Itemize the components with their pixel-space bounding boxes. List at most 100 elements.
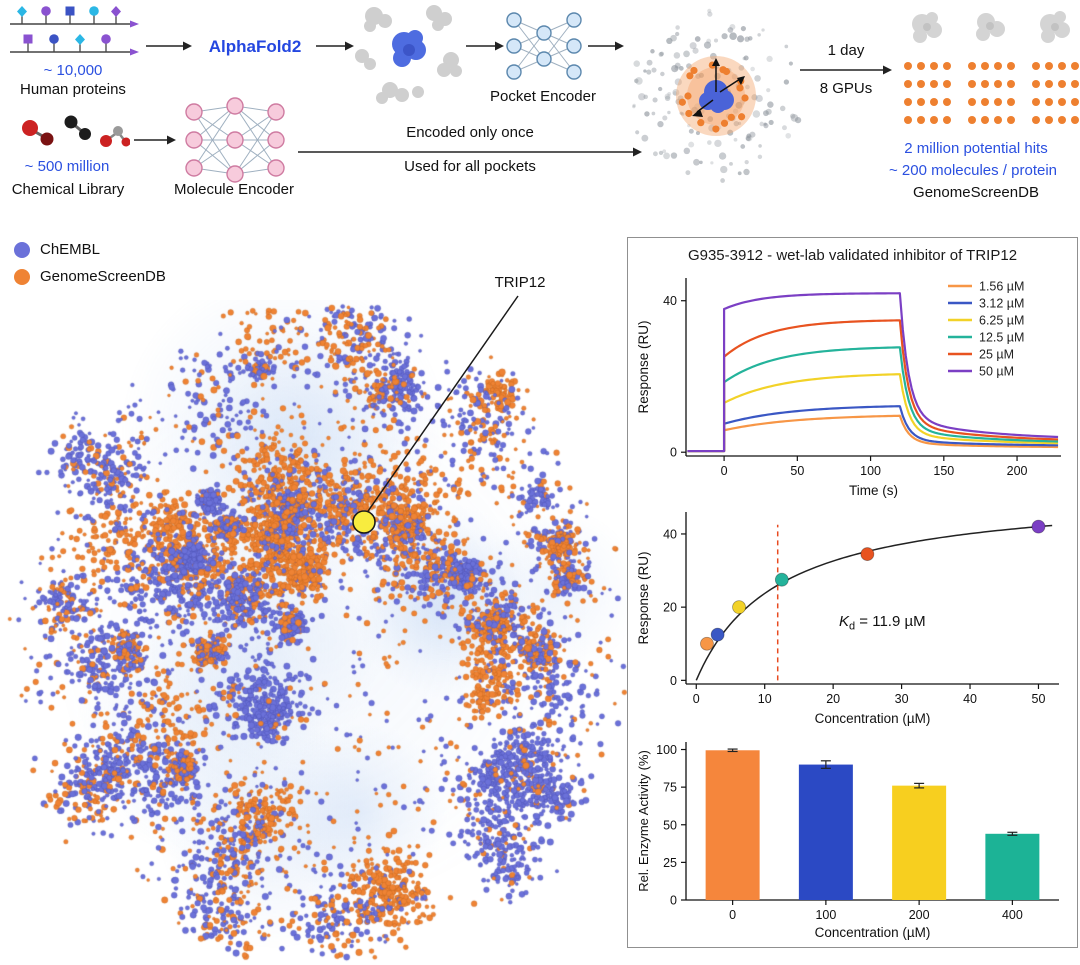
fit-curve (695, 524, 1053, 681)
pocket-encoder-icon (506, 12, 582, 80)
svg-text:200: 200 (1007, 464, 1028, 478)
svg-text:50: 50 (1032, 692, 1046, 706)
svg-text:100: 100 (656, 743, 677, 757)
compute-time-label: 1 day (827, 42, 865, 59)
svg-text:0: 0 (670, 674, 677, 688)
hit-proteins-icon (912, 11, 1070, 43)
chemical-library-label: Chemical Library (11, 181, 125, 198)
svg-text:25: 25 (663, 856, 677, 870)
human-proteins-count: ~ 10,000 (43, 62, 103, 79)
spr-series (687, 292, 1059, 453)
flow-arrow (800, 65, 892, 75)
legend-entry: 3.12 µM (979, 297, 1024, 311)
flow-arrow (466, 41, 504, 51)
flow-arrow (134, 135, 176, 145)
spr-series (687, 319, 1059, 453)
pocket-environment-icon (632, 8, 802, 183)
bar-category-label: 0 (729, 908, 736, 922)
trip12-label: TRIP12 (494, 274, 546, 291)
output-hits-label: 2 million potential hits (904, 140, 1048, 157)
alphafold-label: AlphaFold2 (208, 37, 302, 56)
arrow-head (167, 135, 176, 145)
arrow-head (495, 41, 504, 51)
arrow-head (345, 41, 354, 51)
legend-entry: 50 µM (979, 365, 1014, 379)
svg-text:20: 20 (826, 692, 840, 706)
x-axis-label: Concentration (µM) (815, 925, 931, 940)
molecule-encoder-label: Molecule Encoder (173, 181, 295, 198)
output-molecules-label: ~ 200 molecules / protein (888, 162, 1058, 179)
x-axis-label: Concentration (µM) (815, 711, 931, 726)
arrow-head (633, 147, 642, 157)
binding-point (732, 600, 746, 615)
binding-point (1031, 519, 1046, 534)
activity-bar (892, 785, 947, 900)
protein-structures-icon (355, 5, 462, 104)
chemical-library-count: ~ 500 million (24, 158, 110, 175)
svg-text:30: 30 (895, 692, 909, 706)
spr-series (687, 373, 1059, 453)
legend-entry: 1.56 µM (979, 280, 1024, 294)
compute-gpus-label: 8 GPUs (819, 80, 873, 97)
binding-point (710, 627, 725, 642)
svg-text:0: 0 (670, 894, 677, 908)
activity-bar (705, 750, 760, 900)
svg-text:40: 40 (663, 294, 677, 308)
activity-bar (798, 764, 853, 900)
spr-series (687, 414, 1059, 453)
flow-arrow (588, 41, 624, 51)
svg-text:10: 10 (758, 692, 772, 706)
trip12-highlight-dot (352, 510, 376, 534)
legend-item-genomescreendb: GenomeScreenDB (14, 263, 166, 290)
legend-entry: 25 µM (979, 348, 1014, 362)
svg-text:20: 20 (663, 601, 677, 615)
bar-category-label: 400 (1002, 908, 1023, 922)
arrow-head (183, 41, 192, 51)
svg-text:0: 0 (670, 446, 677, 460)
flow-arrow (298, 147, 642, 157)
legend-entry: 6.25 µM (979, 314, 1024, 328)
pocket-encoder-label: Pocket Encoder (490, 88, 596, 105)
legend-label-chembl: ChEMBL (40, 241, 101, 258)
callout-line (365, 295, 519, 515)
genomescreendb-swatch-icon (14, 268, 30, 285)
embedding-legend: ChEMBL GenomeScreenDB (14, 236, 166, 290)
flow-arrow (316, 41, 354, 51)
chembl-swatch-icon (14, 241, 30, 258)
encode-note-bottom: Used for all pockets (404, 158, 536, 175)
panel-title: G935-3912 - wet-lab validated inhibitor … (687, 247, 1018, 264)
binding-point (774, 572, 789, 587)
enzyme-activity-chart: 0 25 50 75 100 Concentration (µM) Rel. Enzyme … (636, 742, 1059, 940)
kd-annotation: Kd = 11.9 µM (839, 613, 926, 633)
svg-text:40: 40 (963, 692, 977, 706)
encode-note-top: Encoded only once (406, 124, 534, 141)
y-axis-label: Response (RU) (636, 551, 651, 644)
arrow-head (615, 41, 624, 51)
validation-panel: G935-3912 - wet-lab validated inhibitor … (627, 237, 1078, 948)
svg-text:75: 75 (663, 781, 677, 795)
chemical-library-icon (22, 115, 130, 147)
spr-series (687, 405, 1059, 453)
trip12-callout (352, 295, 519, 534)
binding-point (860, 547, 875, 561)
human-proteins-icon (10, 6, 139, 56)
svg-text:50: 50 (663, 818, 677, 832)
molecule-encoder-icon (185, 97, 285, 183)
y-axis-label: Response (RU) (636, 320, 651, 413)
bar-category-label: 200 (909, 908, 930, 922)
binding-point (700, 636, 714, 651)
svg-text:40: 40 (663, 527, 677, 541)
activity-bar (985, 833, 1040, 900)
arrow-head (883, 65, 892, 75)
bar-category-label: 100 (815, 908, 836, 922)
human-proteins-label: Human proteins (20, 81, 126, 98)
flow-arrow (146, 41, 192, 51)
spr-sensorgram-chart: 0 50 100 150 200 0 40 Time (s) Response (RU) 1.56… (636, 278, 1061, 498)
svg-text:0: 0 (721, 464, 728, 478)
hit-molecules-grid (904, 62, 1079, 124)
legend-entry: 12.5 µM (979, 331, 1024, 345)
svg-text:50: 50 (790, 464, 804, 478)
svg-text:0: 0 (693, 692, 700, 706)
x-axis-label: Time (s) (849, 483, 898, 498)
embedding-scatter (0, 300, 640, 962)
